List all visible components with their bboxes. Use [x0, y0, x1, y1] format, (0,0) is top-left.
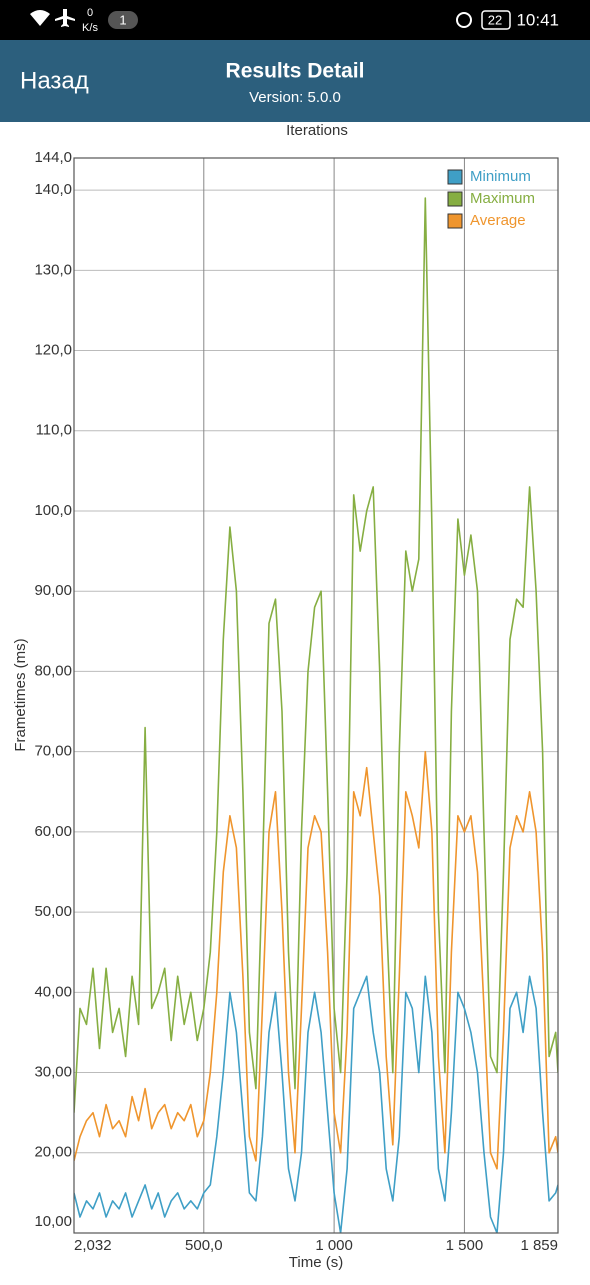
- x-tick-label: 500,0: [185, 1237, 223, 1254]
- back-button[interactable]: Назад: [20, 67, 89, 94]
- y-tick-label: 80,00: [34, 662, 72, 679]
- legend-swatch: [447, 213, 463, 229]
- y-tick-label: 110,0: [36, 422, 72, 439]
- y-tick-label: 60,00: [34, 823, 72, 840]
- legend-swatch: [447, 191, 463, 207]
- alarm-icon: [456, 12, 472, 28]
- notification-badge: [108, 11, 138, 29]
- legend-label: Average: [470, 212, 526, 229]
- wifi-icon: [30, 10, 50, 26]
- y-tick-label: 140,0: [34, 181, 72, 198]
- x-tick-label: 1 859: [520, 1237, 558, 1254]
- y-tick-label: 10,00: [34, 1213, 72, 1230]
- legend: Minimum Maximum Average: [447, 168, 535, 229]
- x-tick-label: 2,032: [74, 1237, 112, 1254]
- series-line: [74, 197, 558, 1113]
- y-tick-label: 130,0: [34, 261, 72, 278]
- y-tick-label: 90,00: [34, 582, 72, 599]
- y-tick-label: 20,00: [34, 1144, 72, 1161]
- battery-level: 22: [488, 12, 502, 27]
- airplane-icon: [55, 9, 75, 27]
- battery-icon: [481, 10, 511, 30]
- legend-label: Maximum: [470, 190, 535, 207]
- y-tick-label: 30,00: [34, 1064, 72, 1081]
- app-title: Results Detail: [226, 60, 365, 83]
- app-subtitle: Version: 5.0.0: [249, 89, 341, 106]
- plot-frame: [73, 157, 559, 1234]
- notification-count: 1: [119, 12, 126, 27]
- x-axis-label: Time (s): [289, 1254, 343, 1271]
- y-tick-label: 100,0: [34, 502, 72, 519]
- y-tick-label: 50,00: [34, 903, 72, 920]
- x-tick-label: 1 500: [446, 1237, 484, 1254]
- grid: [73, 157, 559, 1234]
- status-bar: [0, 0, 590, 40]
- net-speed-value: 0: [87, 7, 93, 19]
- plot-lines: [74, 197, 558, 1233]
- clock: 10:41: [516, 10, 559, 29]
- x-tick-label: 1 000: [315, 1237, 353, 1254]
- net-speed-unit: K/s: [82, 22, 98, 34]
- legend-label: Minimum: [470, 168, 531, 185]
- y-tick-label: 144,0: [34, 149, 72, 166]
- top-axis-label: Iterations: [286, 122, 348, 139]
- axis-labels: 10,00 20,00 30,00 40,00 50,00 60,00 70,00 80,00…: [34, 149, 558, 1254]
- y-tick-label: 70,00: [34, 743, 72, 760]
- series-line: [74, 975, 558, 1233]
- app-bar: [0, 40, 590, 122]
- legend-swatch: [447, 169, 463, 185]
- y-axis-label: Frametimes (ms): [12, 638, 29, 751]
- series-line: [74, 750, 558, 1170]
- y-tick-label: 40,00: [34, 983, 72, 1000]
- y-tick-label: 120,0: [34, 342, 72, 359]
